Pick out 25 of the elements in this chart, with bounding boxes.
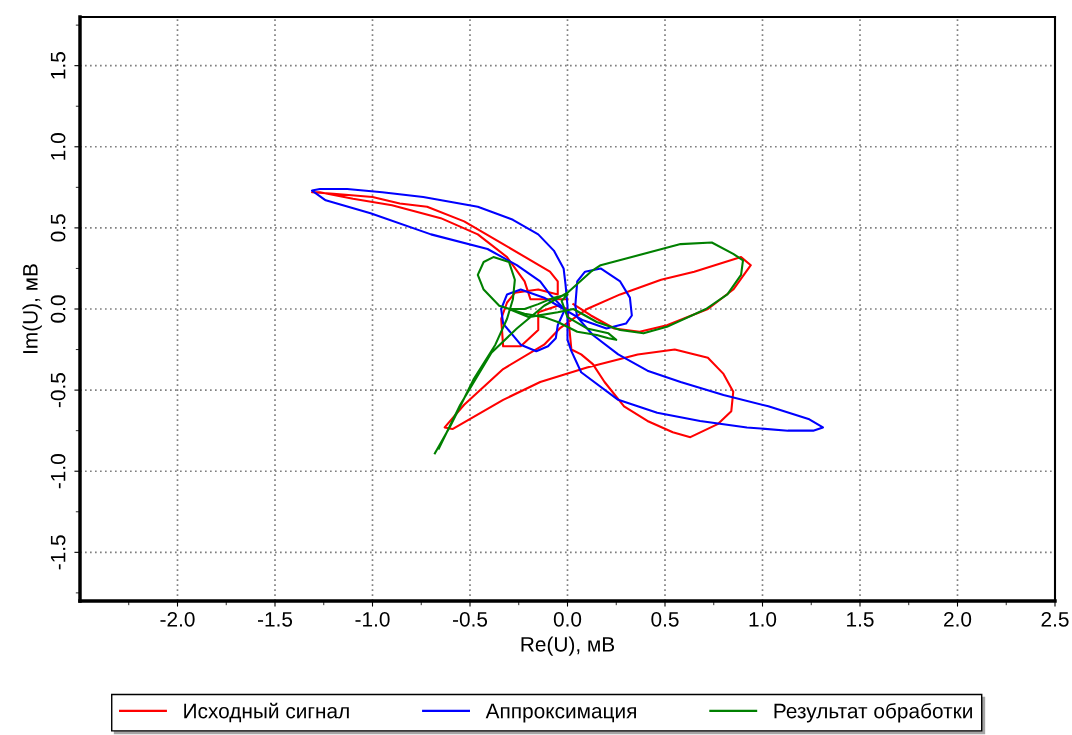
legend-label: Результат обработки: [774, 702, 972, 723]
y-axis-title: Im(U), мВ: [22, 264, 42, 353]
y-tick-label: -0.5: [50, 373, 66, 408]
legend-label: Исходный сигнал: [184, 702, 349, 723]
y-tick-label: -1.0: [50, 454, 66, 489]
x-tick-label: 2.5: [1041, 611, 1069, 627]
line-series: [311, 187, 824, 432]
x-tick-label: 1.5: [847, 612, 874, 627]
x-tick-label: -2.0: [160, 611, 195, 627]
y-tick-label: 1.0: [50, 133, 66, 160]
legend-label: Аппроксимация: [485, 703, 636, 723]
y-tick-label: 0.0: [50, 295, 66, 323]
x-tick-label: -0.5: [452, 611, 488, 627]
x-axis-title: Re(U), мВ: [521, 636, 615, 656]
line-series: [433, 241, 745, 455]
x-tick-label: -1.5: [257, 612, 293, 627]
x-tick-label: -1.0: [355, 611, 390, 627]
x-tick-label: 2.0: [944, 611, 972, 627]
y-tick-label: -1.5: [50, 535, 66, 570]
x-tick-label: 0.0: [553, 611, 582, 627]
y-tick-label: 1.5: [50, 52, 66, 79]
x-tick-label: 0.5: [651, 611, 679, 627]
line-series: [311, 191, 752, 439]
y-tick-label: 0.5: [50, 214, 66, 242]
x-tick-label: 1.0: [749, 611, 777, 627]
